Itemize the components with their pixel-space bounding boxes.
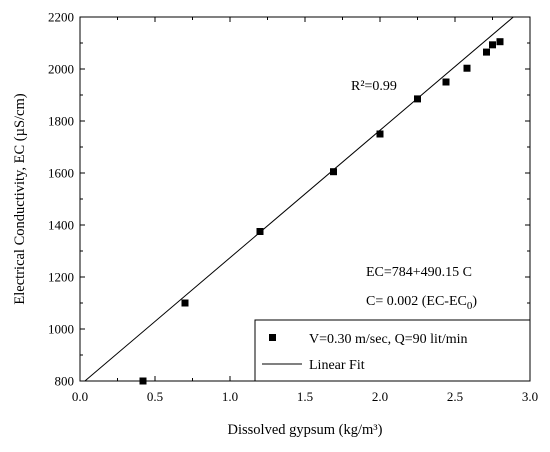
x-tick-label: 0.0 [72,389,88,404]
y-tick-label: 1200 [48,270,74,285]
linear-fit-line [84,16,514,382]
y-tick-label: 1600 [48,166,74,181]
equation-label: EC=784+490.15 C [366,265,472,280]
data-point [330,168,337,176]
data-point [489,41,496,49]
data-point [442,78,450,86]
fit-line-group [84,16,514,382]
x-tick-label: 0.5 [147,389,163,404]
x-axis-label: Dissolved gypsum (kg/m³) [228,422,383,438]
x-tick-label: 3.0 [522,389,538,404]
y-tick-label: 2200 [48,10,74,25]
data-point [139,377,147,385]
data-point [256,228,264,235]
y-tick-label: 2000 [48,62,74,77]
x-tick-label: 1.0 [222,389,238,404]
legend-label-data: V=0.30 m/sec, Q=90 lit/min [309,332,468,347]
legend-label-fit: Linear Fit [309,358,365,373]
r-squared-label: R²=0.99 [351,79,397,94]
y-tick-label: 1000 [48,322,74,337]
legend-marker-square [269,334,276,341]
data-point [181,299,189,307]
inverse-equation-close: ) [472,294,477,309]
data-point [483,48,490,56]
y-axis-label: Electrical Conductivity, EC (µS/cm) [12,93,28,304]
inverse-equation-main: C= 0.002 (EC-EC [366,294,467,309]
data-point [496,38,504,46]
x-tick-label: 2.5 [447,389,463,404]
data-point [414,95,421,103]
data-point [376,130,384,138]
y-tick-label: 800 [55,374,75,389]
data-points [139,38,504,385]
x-tick-label: 2.0 [372,389,388,404]
x-tick-label: 1.5 [297,389,313,404]
data-point [463,64,471,72]
legend: V=0.30 m/sec, Q=90 lit/min Linear Fit [254,319,531,382]
inverse-equation-label: C= 0.002 (EC-EC0) [366,294,477,312]
inverse-equation-subscript: 0 [467,300,473,312]
y-tick-label: 1400 [48,218,74,233]
y-tick-label: 1800 [48,114,74,129]
legend-box [254,319,531,382]
